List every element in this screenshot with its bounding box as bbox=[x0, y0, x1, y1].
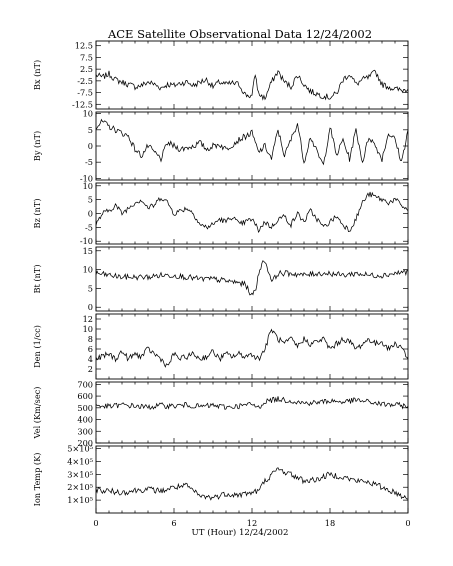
y-axis-label: Bx (nT) bbox=[32, 60, 42, 90]
y-tick-label: 4×10⁵ bbox=[67, 456, 93, 466]
y-tick-label: 5×10⁵ bbox=[67, 444, 93, 454]
y-axis-label: Vel (Km/sec) bbox=[32, 387, 42, 440]
y-tick-label: -5 bbox=[85, 222, 93, 232]
panel-frame bbox=[95, 40, 409, 110]
y-tick-label: -10 bbox=[80, 236, 93, 246]
y-tick-label: 500 bbox=[77, 403, 93, 413]
x-tick-label: 6 bbox=[171, 518, 176, 528]
y-axis-label: Ion Temp (K) bbox=[32, 453, 42, 507]
series-line bbox=[95, 118, 409, 166]
series-line bbox=[95, 396, 409, 410]
y-tick-label: 5 bbox=[88, 283, 93, 293]
y-tick-label: 3×10⁵ bbox=[67, 469, 93, 479]
y-tick-label: 0 bbox=[88, 209, 93, 219]
y-tick-label: -5 bbox=[85, 157, 93, 167]
y-tick-label: 5 bbox=[88, 125, 93, 135]
panel-frame bbox=[95, 381, 409, 444]
x-tick-label: 18 bbox=[325, 518, 335, 528]
y-tick-label: -7.5 bbox=[77, 88, 93, 98]
panel-2: 10 5 0 -5 -10 Bz (nT) bbox=[32, 181, 409, 246]
panel-frame bbox=[95, 182, 409, 245]
chart-title: ACE Satellite Observational Data 12/24/2… bbox=[107, 27, 372, 41]
y-tick-label: 6 bbox=[88, 344, 93, 354]
series-line bbox=[95, 467, 409, 501]
y-tick-label: 0 bbox=[88, 302, 93, 312]
series-line bbox=[95, 328, 409, 368]
panel-3: 15 10 5 0 Bt (nT) bbox=[32, 246, 409, 312]
y-tick-label: 7.5 bbox=[80, 52, 93, 62]
panel-frame bbox=[95, 111, 409, 181]
y-tick-label: 600 bbox=[77, 391, 93, 401]
y-tick-label: 700 bbox=[77, 379, 93, 389]
y-tick-label: 400 bbox=[77, 415, 93, 425]
y-tick-label: 2 bbox=[88, 364, 93, 374]
y-tick-label: 0 bbox=[88, 141, 93, 151]
panels-group: 12.57.5 2.5 -2.5 -7.5-12.5 Bx (nT) 10 5 0 -5 -10 B… bbox=[32, 40, 409, 514]
y-axis-label: By (nT) bbox=[32, 131, 42, 161]
x-axis-label: UT (Hour) 12/24/2002 bbox=[192, 527, 289, 538]
series-line bbox=[95, 69, 409, 101]
x-axis: 0 6 12 18 0 bbox=[93, 518, 410, 528]
panel-0: 12.57.5 2.5 -2.5 -7.5-12.5 Bx (nT) bbox=[32, 40, 409, 110]
x-tick-label: 0 bbox=[405, 518, 410, 528]
series-line bbox=[95, 191, 409, 234]
y-axis-label: Den (1/cc) bbox=[32, 325, 42, 368]
y-tick-label: 10 bbox=[83, 265, 93, 275]
y-tick-label: 15 bbox=[83, 246, 93, 256]
y-tick-label: 1×10⁵ bbox=[67, 495, 93, 505]
y-tick-label: 10 bbox=[83, 181, 93, 191]
panel-6: 5×10⁵ 4×10⁵ 3×10⁵ 2×10⁵ 1×10⁵ Ion Temp (K) bbox=[32, 444, 409, 514]
y-tick-label: -10 bbox=[80, 173, 93, 183]
y-tick-label: 10 bbox=[83, 324, 93, 334]
y-tick-label: 12 bbox=[83, 314, 93, 324]
y-tick-label: 12.5 bbox=[75, 41, 93, 51]
y-axis-label: Bz (nT) bbox=[32, 198, 42, 228]
x-tick-label: 12 bbox=[247, 518, 257, 528]
y-tick-label: 200 bbox=[77, 438, 93, 448]
y-tick-label: 8 bbox=[88, 334, 93, 344]
y-axis-label: Bt (nT) bbox=[32, 264, 42, 293]
y-tick-label: 4 bbox=[88, 354, 93, 364]
x-tick-label: 0 bbox=[93, 518, 98, 528]
panel-frame bbox=[95, 246, 409, 312]
series-line bbox=[95, 260, 409, 296]
y-tick-label: -12.5 bbox=[72, 99, 93, 109]
y-tick-label: 2×10⁵ bbox=[67, 482, 93, 492]
panel-1: 10 5 0 -5 -10 By (nT) bbox=[32, 109, 409, 183]
y-tick-label: 300 bbox=[77, 426, 93, 436]
y-tick-label: -2.5 bbox=[77, 76, 93, 86]
y-tick-label: 2.5 bbox=[80, 64, 93, 74]
y-tick-label: 10 bbox=[83, 109, 93, 119]
y-tick-label: 5 bbox=[88, 195, 93, 205]
